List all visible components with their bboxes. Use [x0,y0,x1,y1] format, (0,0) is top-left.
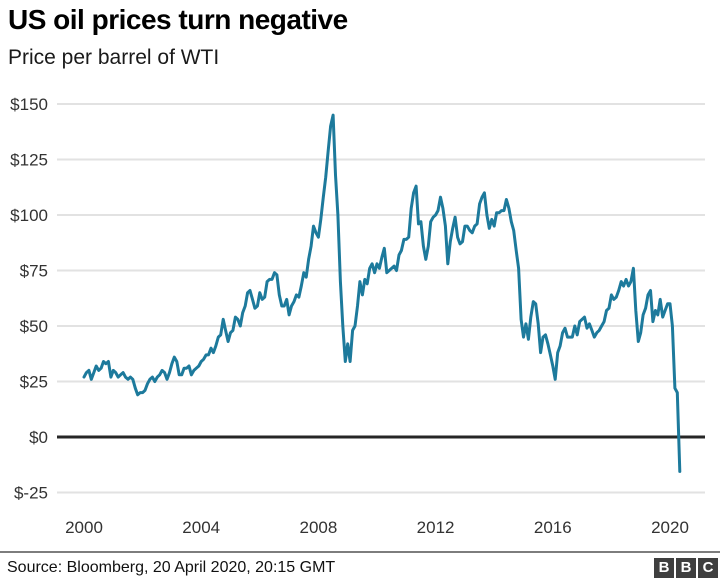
y-axis-tick-label: $25 [20,373,48,392]
x-axis-tick-label: 2016 [534,518,572,537]
chart-title: US oil prices turn negative [8,4,348,35]
y-axis-tick-label: $150 [10,95,48,114]
wti-price-line [82,113,682,473]
source-caption: Source: Bloomberg, 20 April 2020, 20:15 … [7,559,336,576]
x-axis-tick-label: 2000 [65,518,103,537]
y-axis-tick-label: $75 [20,262,48,281]
bbc-logo-block-c: C [698,558,718,578]
bbc-logo-block-b1: B [654,558,674,578]
y-axis-tick-label: $0 [29,428,48,447]
x-axis-tick-label: 2020 [651,518,689,537]
bbc-logo: B B C [654,558,718,578]
footer-divider [0,551,720,553]
bbc-logo-block-b2: B [676,558,696,578]
chart-subtitle: Price per barrel of WTI [8,46,220,69]
y-axis-tick-label: $125 [10,151,48,170]
y-axis-tick-label: $50 [20,317,48,336]
y-axis-tick-label: $-25 [14,484,48,503]
x-axis-tick-label: 2004 [182,518,220,537]
x-axis-tick-label: 2012 [417,518,455,537]
y-axis-tick-label: $100 [10,206,48,225]
x-axis-tick-label: 2008 [299,518,337,537]
